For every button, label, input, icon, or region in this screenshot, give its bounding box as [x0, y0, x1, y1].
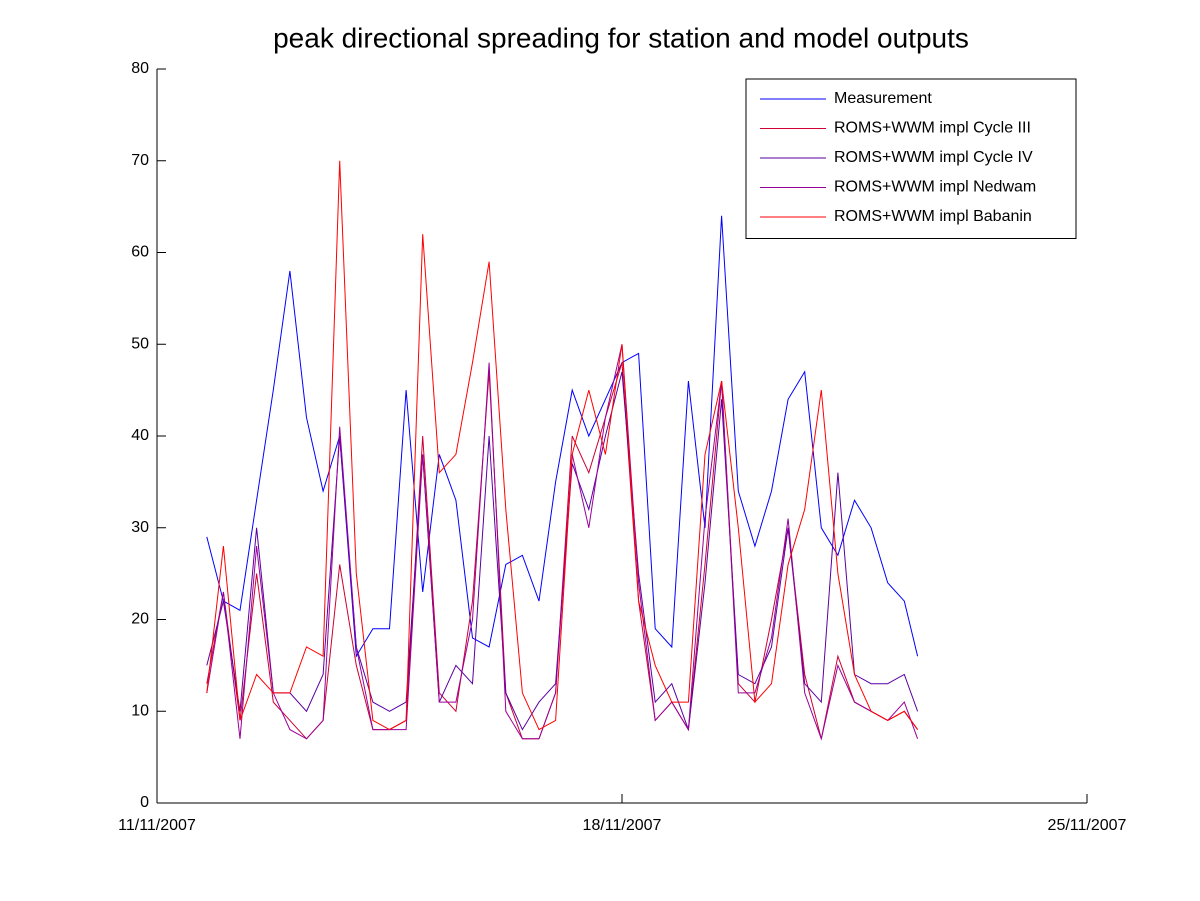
y-tick-label: 80 — [131, 60, 149, 77]
series-line — [206, 362, 919, 740]
y-tick-label: 60 — [131, 244, 149, 261]
series-line — [206, 371, 919, 731]
y-tick-label: 40 — [131, 427, 149, 444]
y-tick-label: 30 — [131, 519, 149, 536]
legend-label: ROMS+WWM impl Cycle III — [834, 120, 1031, 137]
series-line — [206, 215, 919, 658]
x-tick-label: 11/11/2007 — [118, 817, 196, 834]
y-tick-label: 70 — [131, 152, 149, 169]
legend-label: ROMS+WWM impl Nedwam — [834, 179, 1036, 196]
x-tick-label: 25/11/2007 — [1048, 817, 1127, 834]
legend-label: Measurement — [834, 90, 932, 107]
chart-title: peak directional spreading for station a… — [273, 22, 969, 53]
legend-label: ROMS+WWM impl Babanin — [834, 208, 1032, 225]
y-tick-label: 20 — [131, 611, 149, 628]
y-tick-label: 0 — [140, 794, 149, 811]
x-tick-label: 18/11/2007 — [583, 817, 662, 834]
y-tick-label: 50 — [131, 335, 149, 352]
legend-box — [745, 78, 1077, 239]
legend-label: ROMS+WWM impl Cycle IV — [834, 149, 1033, 166]
series-line — [206, 160, 919, 731]
series-line — [206, 344, 919, 741]
y-tick-label: 10 — [131, 702, 149, 719]
